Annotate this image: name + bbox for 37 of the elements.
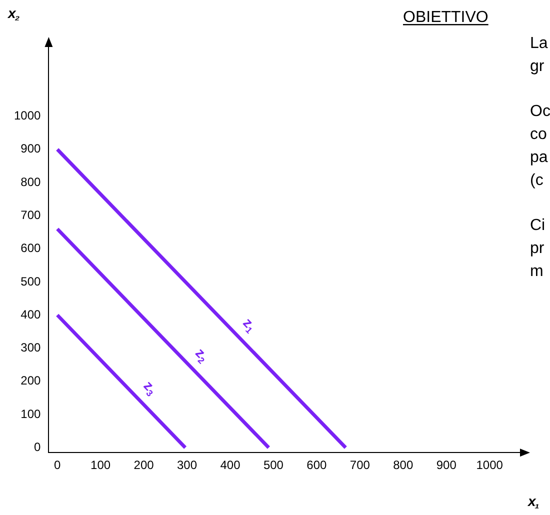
text: Ci [530,217,546,235]
text: La [530,35,548,53]
x-tick-label: 500 [263,458,284,472]
x-tick-label: 400 [220,458,241,472]
y-tick-label: 900 [20,142,42,156]
text: Oc [530,103,550,121]
x-tick-label: 100 [90,458,111,472]
y-axis-title: x₂ [7,5,20,23]
y-tick-label: 0 [34,440,42,454]
text: pa [530,149,548,167]
y-tick-label: 600 [20,241,42,256]
x-tick-label: 600 [306,458,328,472]
text: co [530,126,547,144]
x-tick-label: 300 [176,458,198,472]
y-tick-label: 200 [20,374,42,388]
x-tick-label: 200 [134,458,154,472]
text: gr [530,58,544,76]
y-tick-label: 400 [20,307,42,322]
text: z1 [240,314,256,336]
y-tick-label: 700 [20,208,42,222]
y-tick-label: 300 [20,340,42,355]
text: z3 [140,377,158,399]
x-tick-label: 700 [350,458,370,472]
text: (c [530,172,544,190]
x-tick-label: 800 [393,458,414,472]
y-tick-label: 100 [20,406,42,421]
chart-title: OBIETTIVO [403,9,488,26]
x-tick-label: 0 [54,458,61,472]
x-axis-title: x₁ [527,493,540,511]
x-tick-label: 1000 [476,458,504,472]
y-tick-label: 800 [20,174,42,189]
text: m [530,263,544,281]
text: z2 [192,344,209,366]
y-tick-label: 500 [20,274,42,288]
x-tick-label: 900 [436,458,457,472]
text: pr [530,240,544,258]
y-tick-label: 1000 [14,108,42,123]
